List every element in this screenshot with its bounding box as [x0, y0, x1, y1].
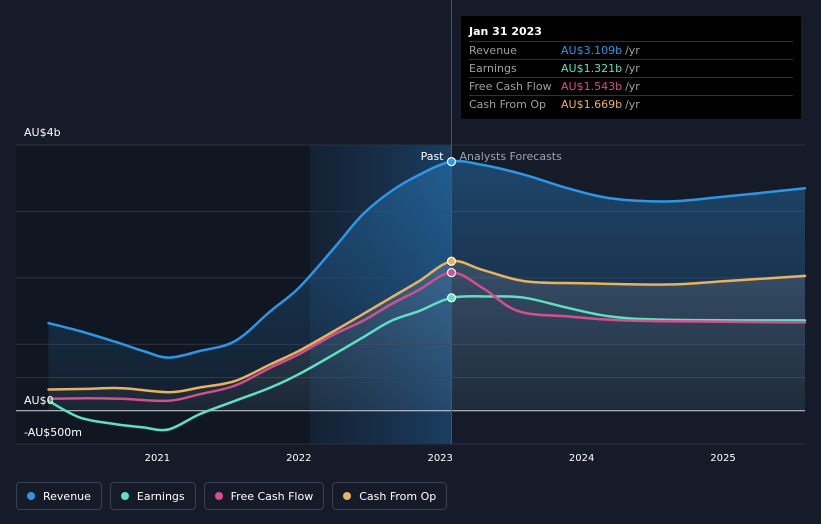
legend: Revenue Earnings Free Cash Flow Cash Fro… — [16, 482, 448, 510]
legend-item-cash-from-op[interactable]: Cash From Op — [332, 482, 448, 510]
highlight-dot-free-cash-flow — [446, 267, 457, 278]
earnings-dot-icon — [120, 492, 129, 500]
cash-from-op-area — [48, 260, 805, 411]
series-line-cash-from-op — [47, 259, 807, 394]
highlight-dot-cash-from-op — [446, 256, 457, 266]
cash-from-op-dot-icon — [343, 492, 352, 500]
x-tick-label: 2025 — [710, 453, 735, 464]
legend-label: Earnings — [136, 489, 185, 503]
tooltip-row-revenue: Revenue AU$3.109b /yr — [469, 41, 793, 59]
tooltip-unit: /yr — [625, 98, 640, 111]
tooltip-value: AU$1.321b — [561, 62, 623, 75]
highlight-dots — [446, 157, 457, 303]
x-tick-label: 2023 — [427, 453, 452, 464]
x-tick-label: 2024 — [569, 453, 594, 464]
tooltip-row-free-cash-flow: Free Cash Flow AU$1.543b /yr — [469, 77, 793, 95]
x-tick-label: 2022 — [286, 453, 311, 464]
series-line-revenue — [47, 159, 807, 359]
tooltip-value: AU$1.543b — [561, 80, 623, 93]
tooltip-label: Cash From Op — [469, 98, 547, 111]
y-label-top: AU$4b — [24, 126, 61, 139]
tooltip: Jan 31 2023 Revenue AU$3.109b /yr Earnin… — [461, 16, 801, 119]
series-line-free-cash-flow — [47, 271, 807, 403]
tooltip-unit: /yr — [625, 80, 640, 93]
series-lines — [47, 159, 807, 432]
tooltip-value: AU$3.109b — [561, 44, 623, 57]
legend-label: Revenue — [43, 489, 91, 503]
series-line-earnings — [47, 295, 807, 432]
tooltip-label: Earnings — [469, 62, 517, 75]
legend-label: Cash From Op — [359, 489, 437, 503]
y-label-zero: AU$0 — [24, 394, 54, 407]
highlight-dot-earnings — [446, 293, 457, 303]
tooltip-row-earnings: Earnings AU$1.321b /yr — [469, 59, 793, 77]
free-cash-flow-dot-icon — [214, 492, 223, 500]
forecast-label: Analysts Forecasts — [460, 150, 563, 163]
tooltip-label: Revenue — [469, 44, 517, 57]
x-axis-ticks: 2021 2022 2023 2024 2025 — [145, 453, 736, 464]
tooltip-unit: /yr — [625, 44, 640, 57]
revenue-dot-icon — [27, 492, 35, 500]
tooltip-unit: /yr — [625, 62, 640, 75]
tooltip-value: AU$1.669b — [561, 98, 623, 111]
tooltip-date: Jan 31 2023 — [469, 25, 542, 38]
past-label: Past — [421, 150, 445, 163]
legend-label: Free Cash Flow — [230, 489, 314, 503]
legend-item-free-cash-flow[interactable]: Free Cash Flow — [203, 482, 325, 510]
x-tick-label: 2021 — [145, 453, 170, 464]
legend-item-earnings[interactable]: Earnings — [109, 482, 196, 510]
legend-item-revenue[interactable]: Revenue — [16, 482, 102, 510]
highlight-dot-revenue — [446, 157, 457, 167]
y-label-bottom: -AU$500m — [24, 426, 82, 439]
tooltip-row-cash-from-op: Cash From Op AU$1.669b /yr — [469, 95, 793, 113]
tooltip-label: Free Cash Flow — [469, 80, 552, 93]
